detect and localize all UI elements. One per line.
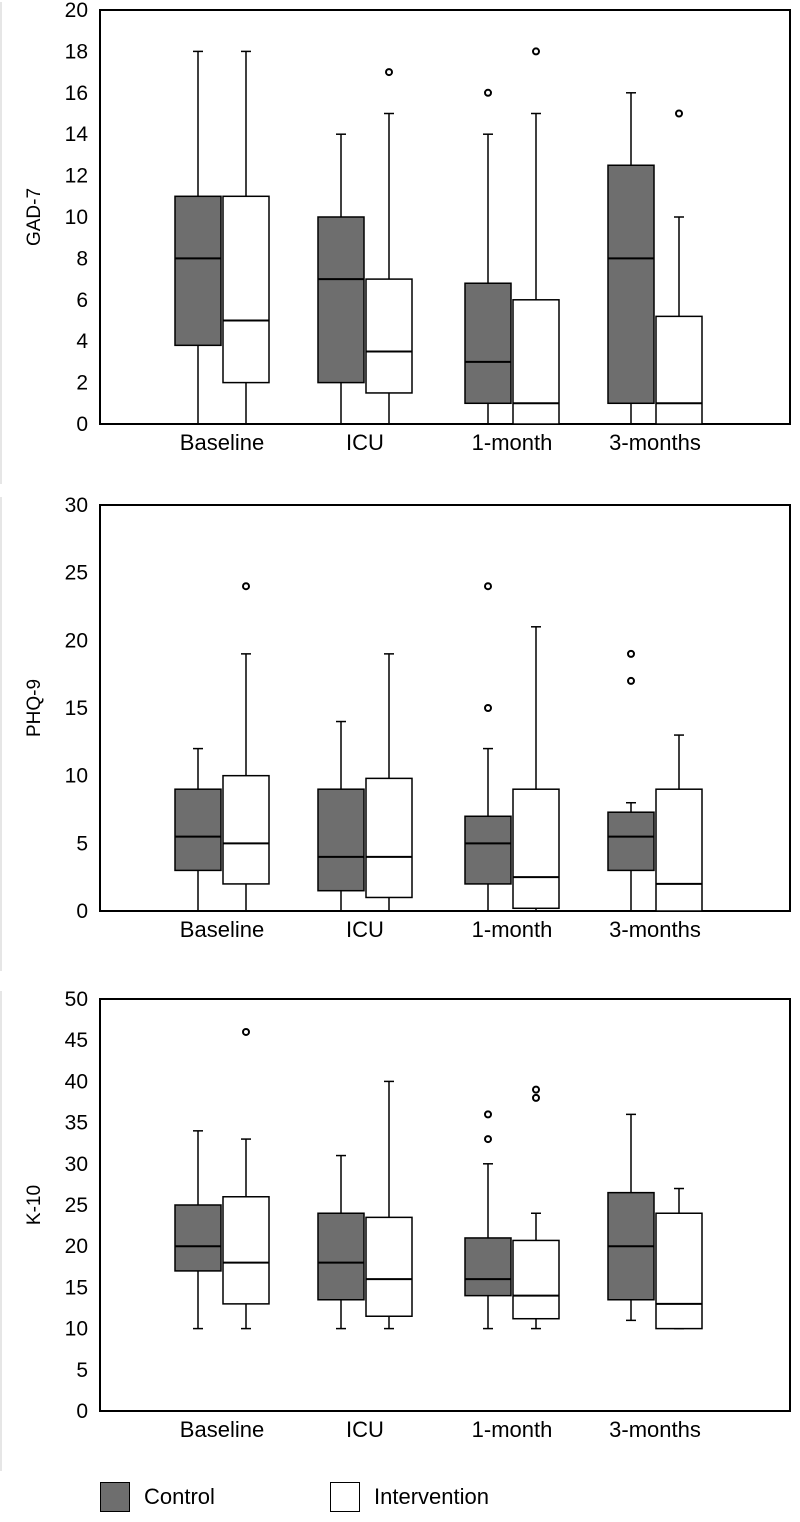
y-tick-label: 14 bbox=[65, 123, 89, 146]
x-category-label: ICU bbox=[346, 1417, 384, 1442]
intervention-box bbox=[655, 315, 703, 425]
legend-item-control: Control bbox=[100, 1482, 215, 1512]
intervention-outlier bbox=[242, 1027, 250, 1036]
intervention-box bbox=[512, 1239, 560, 1320]
intervention-outlier bbox=[532, 1093, 540, 1102]
control-outlier bbox=[484, 88, 492, 97]
y-tick-label: 25 bbox=[65, 1194, 88, 1217]
intervention-outlier bbox=[385, 68, 393, 77]
legend-label-control: Control bbox=[144, 1484, 215, 1509]
intervention-outlier bbox=[675, 109, 683, 118]
y-tick-label: 5 bbox=[76, 832, 88, 855]
control-box bbox=[174, 788, 222, 872]
y-tick-label: 16 bbox=[65, 82, 88, 105]
intervention-box bbox=[222, 1196, 270, 1305]
control-box bbox=[174, 1204, 222, 1272]
intervention-box bbox=[512, 299, 560, 425]
x-category-label: 3-months bbox=[609, 430, 701, 455]
y-tick-label: 18 bbox=[65, 40, 88, 63]
y-tick-label: 10 bbox=[65, 765, 88, 788]
intervention-box bbox=[655, 1212, 703, 1330]
y-tick-label: 2 bbox=[76, 372, 88, 395]
intervention-outlier bbox=[532, 47, 540, 56]
control-box bbox=[607, 164, 655, 405]
x-category-label: 1-month bbox=[472, 430, 553, 455]
panel-phq-9: 0 5 10 15 20 25 30 PHQ-9 Baseline ICU 1-month 3-mon… bbox=[0, 494, 791, 971]
y-tick-label: 25 bbox=[65, 562, 88, 585]
x-category-label: Baseline bbox=[180, 1417, 264, 1442]
y-axis-label: K-10 bbox=[24, 1185, 45, 1225]
control-box bbox=[464, 815, 512, 885]
y-tick-label: 20 bbox=[65, 0, 88, 22]
control-box bbox=[464, 1237, 512, 1297]
control-box bbox=[317, 788, 365, 892]
intervention-box bbox=[512, 788, 560, 910]
x-category-label: Baseline bbox=[180, 430, 264, 455]
intervention-outlier bbox=[242, 582, 250, 591]
legend-label-intervention: Intervention bbox=[374, 1484, 489, 1509]
control-outlier bbox=[484, 1135, 492, 1144]
y-tick-label: 20 bbox=[65, 1235, 88, 1258]
x-category-label: ICU bbox=[346, 430, 384, 455]
control-outlier bbox=[484, 582, 492, 591]
control-box bbox=[607, 811, 655, 872]
intervention-outlier bbox=[532, 1085, 540, 1094]
panel-k-10: 0 5 10 15 20 25 30 35 40 45 50 K-10 Baseline ICU 1-mon… bbox=[0, 988, 791, 1471]
control-outlier bbox=[484, 704, 492, 712]
y-tick-label: 5 bbox=[76, 1359, 88, 1382]
control-outlier bbox=[627, 649, 635, 658]
y-axis-label: GAD-7 bbox=[24, 188, 45, 246]
legend: Control Intervention bbox=[100, 1482, 740, 1522]
y-tick-label: 0 bbox=[76, 900, 88, 923]
y-tick-label: 0 bbox=[76, 1400, 88, 1423]
intervention-box bbox=[655, 788, 703, 912]
x-category-label: ICU bbox=[346, 917, 384, 942]
panel-gad-7: 0 2 4 6 8 10 12 14 16 18 20 GAD-7 Baseline ICU 1-month… bbox=[0, 0, 791, 484]
y-axis-label: PHQ-9 bbox=[24, 679, 45, 737]
intervention-box bbox=[222, 195, 270, 384]
plot-frame bbox=[99, 504, 791, 912]
y-tick-label: 15 bbox=[65, 1276, 88, 1299]
y-tick-label: 50 bbox=[65, 988, 88, 1011]
y-tick-label: 8 bbox=[76, 247, 88, 270]
intervention-swatch bbox=[330, 1482, 360, 1512]
intervention-box bbox=[365, 278, 413, 394]
intervention-box bbox=[365, 1216, 413, 1317]
y-tick-label: 30 bbox=[65, 494, 88, 517]
y-tick-label: 4 bbox=[76, 330, 88, 353]
x-category-label: 1-month bbox=[472, 1417, 553, 1442]
y-tick-label: 35 bbox=[65, 1112, 88, 1135]
y-tick-label: 20 bbox=[65, 629, 88, 652]
y-tick-label: 45 bbox=[65, 1029, 88, 1052]
boxplot-figure: 0 2 4 6 8 10 12 14 16 18 20 GAD-7 Baseline ICU 1-month… bbox=[0, 0, 791, 1471]
control-box bbox=[174, 195, 222, 347]
y-tick-label: 0 bbox=[76, 413, 88, 436]
x-category-label: 3-months bbox=[609, 1417, 701, 1442]
plot-frame bbox=[99, 9, 791, 425]
control-box bbox=[317, 216, 365, 384]
y-tick-label: 10 bbox=[65, 1318, 88, 1341]
x-category-label: Baseline bbox=[180, 917, 264, 942]
y-tick-label: 12 bbox=[65, 165, 88, 188]
intervention-box bbox=[222, 774, 270, 885]
control-box bbox=[317, 1212, 365, 1301]
y-tick-label: 6 bbox=[76, 289, 88, 312]
x-category-label: 1-month bbox=[472, 917, 553, 942]
intervention-box bbox=[365, 777, 413, 899]
y-tick-label: 30 bbox=[65, 1153, 88, 1176]
y-tick-label: 15 bbox=[65, 697, 88, 720]
y-tick-label: 40 bbox=[65, 1070, 88, 1093]
control-swatch bbox=[100, 1482, 130, 1512]
x-category-label: 3-months bbox=[609, 917, 701, 942]
y-tick-label: 10 bbox=[65, 206, 88, 229]
legend-item-intervention: Intervention bbox=[330, 1482, 489, 1512]
control-box bbox=[464, 282, 512, 405]
control-outlier bbox=[627, 676, 635, 685]
control-outlier bbox=[484, 1110, 492, 1119]
plot-frame bbox=[99, 998, 791, 1412]
